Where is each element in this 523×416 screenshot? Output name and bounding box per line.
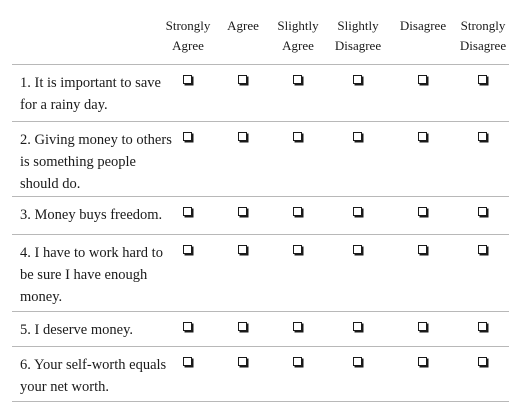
checkbox-agree[interactable]	[238, 357, 247, 366]
question-row-4: 4. I have to work hard to be sure I have…	[12, 234, 509, 311]
checkbox-slightly-agree[interactable]	[293, 75, 302, 84]
question-number: 2.	[20, 132, 31, 148]
question-list: 1. It is important to save for a rainy d…	[12, 64, 509, 402]
checkbox-strongly-disagree[interactable]	[478, 322, 487, 331]
question-text: 4. I have to work hard to be sure I have…	[20, 242, 176, 308]
question-row-5: 5. I deserve money.	[12, 311, 509, 346]
question-row-3: 3. Money buys freedom.	[12, 196, 509, 234]
checkbox-agree[interactable]	[238, 75, 247, 84]
checkbox-slightly-agree[interactable]	[293, 207, 302, 216]
checkbox-strongly-disagree[interactable]	[478, 245, 487, 254]
question-label: I have to work hard to be sure I have en…	[20, 245, 163, 305]
question-number: 6.	[20, 357, 31, 373]
checkbox-slightly-disagree[interactable]	[353, 357, 362, 366]
checkbox-slightly-disagree[interactable]	[353, 245, 362, 254]
checkbox-slightly-disagree[interactable]	[353, 322, 362, 331]
checkbox-strongly-agree[interactable]	[183, 207, 192, 216]
checkbox-disagree[interactable]	[418, 245, 427, 254]
question-number: 1.	[20, 75, 31, 91]
checkbox-disagree[interactable]	[418, 322, 427, 331]
checkbox-agree[interactable]	[238, 245, 247, 254]
question-number: 3.	[20, 207, 31, 223]
checkbox-agree[interactable]	[238, 207, 247, 216]
question-row-1: 1. It is important to save for a rainy d…	[12, 64, 509, 121]
checkbox-disagree[interactable]	[418, 132, 427, 141]
checkbox-strongly-agree[interactable]	[183, 75, 192, 84]
question-row-2: 2. Giving money to others is something p…	[12, 121, 509, 196]
checkbox-slightly-agree[interactable]	[293, 357, 302, 366]
question-number: 5.	[20, 322, 31, 338]
checkbox-strongly-agree[interactable]	[183, 245, 192, 254]
checkbox-slightly-disagree[interactable]	[353, 207, 362, 216]
checkbox-slightly-disagree[interactable]	[353, 132, 362, 141]
question-label: It is important to save for a rainy day.	[20, 75, 161, 113]
question-text: 1. It is important to save for a rainy d…	[20, 72, 176, 116]
checkbox-slightly-agree[interactable]	[293, 245, 302, 254]
checkbox-disagree[interactable]	[418, 75, 427, 84]
checkbox-strongly-disagree[interactable]	[478, 357, 487, 366]
column-header-row: Strongly Agree Agree Slightly Agree Slig…	[0, 0, 523, 64]
checkbox-strongly-disagree[interactable]	[478, 207, 487, 216]
checkbox-slightly-agree[interactable]	[293, 132, 302, 141]
question-row-6: 6. Your self-worth equals your net worth…	[12, 346, 509, 402]
question-label: Your self-worth equals your net worth.	[20, 357, 167, 395]
column-header-strongly-disagree: Strongly Disagree	[459, 18, 507, 53]
checkbox-agree[interactable]	[238, 322, 247, 331]
checkbox-strongly-agree[interactable]	[183, 132, 192, 141]
checkbox-strongly-disagree[interactable]	[478, 75, 487, 84]
question-text: 3. Money buys freedom.	[20, 204, 176, 226]
question-text: 2. Giving money to others is something p…	[20, 129, 176, 195]
question-number: 4.	[20, 245, 31, 261]
checkbox-strongly-agree[interactable]	[183, 357, 192, 366]
question-text: 5. I deserve money.	[20, 319, 176, 341]
checkbox-disagree[interactable]	[418, 207, 427, 216]
column-header-slightly-disagree: Slightly Disagree	[334, 18, 382, 53]
column-header-agree: Agree	[227, 18, 259, 33]
checkbox-disagree[interactable]	[418, 357, 427, 366]
checkbox-agree[interactable]	[238, 132, 247, 141]
question-label: Giving money to others is something peop…	[20, 132, 172, 192]
checkbox-strongly-disagree[interactable]	[478, 132, 487, 141]
question-label: I deserve money.	[34, 322, 134, 338]
question-text: 6. Your self-worth equals your net worth…	[20, 354, 176, 398]
checkbox-slightly-agree[interactable]	[293, 322, 302, 331]
checkbox-strongly-agree[interactable]	[183, 322, 192, 331]
column-header-strongly-agree: Strongly Agree	[165, 18, 211, 53]
column-header-slightly-agree: Slightly Agree	[277, 18, 319, 53]
checkbox-slightly-disagree[interactable]	[353, 75, 362, 84]
question-label: Money buys freedom.	[34, 207, 163, 223]
column-header-disagree: Disagree	[399, 18, 447, 33]
